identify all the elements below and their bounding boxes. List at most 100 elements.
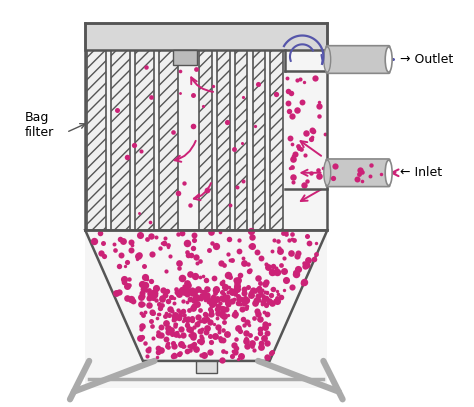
Point xyxy=(178,288,185,294)
Point xyxy=(295,145,303,152)
Point xyxy=(149,310,157,316)
Point xyxy=(281,254,288,261)
Point xyxy=(220,291,228,297)
Point xyxy=(235,325,242,332)
Point xyxy=(301,279,308,285)
Point xyxy=(219,296,227,303)
Point xyxy=(143,353,151,359)
Point xyxy=(310,256,318,263)
Point xyxy=(283,277,290,284)
Text: → Outlet: → Outlet xyxy=(400,53,454,66)
Point xyxy=(185,289,193,295)
Point xyxy=(197,296,205,302)
Point xyxy=(164,324,171,331)
Point xyxy=(293,106,301,113)
Point xyxy=(206,333,213,339)
Point xyxy=(158,240,165,247)
Point xyxy=(218,260,225,266)
Point xyxy=(259,293,266,300)
Point xyxy=(125,282,133,289)
Point xyxy=(138,302,146,308)
Point xyxy=(308,136,315,142)
Point xyxy=(251,298,258,304)
Point xyxy=(238,306,246,313)
Point xyxy=(207,296,214,303)
Point xyxy=(214,303,222,310)
Point xyxy=(183,291,191,297)
Point xyxy=(243,337,250,344)
Bar xyxy=(217,50,229,230)
Point xyxy=(315,112,323,119)
Point xyxy=(248,288,256,294)
Point xyxy=(237,352,245,359)
Point xyxy=(202,285,210,291)
Point xyxy=(300,280,307,286)
Point xyxy=(305,239,312,246)
Point xyxy=(253,299,261,305)
Point xyxy=(290,179,297,186)
Point xyxy=(192,346,200,352)
Point xyxy=(294,143,302,149)
Point xyxy=(358,169,366,175)
Point xyxy=(177,341,185,348)
Point xyxy=(154,311,161,318)
Point xyxy=(147,278,155,284)
Point xyxy=(97,249,104,256)
Point xyxy=(110,241,118,247)
Point xyxy=(228,289,236,295)
Point xyxy=(212,287,219,293)
Point xyxy=(192,293,200,300)
Point xyxy=(183,248,191,255)
Point xyxy=(189,290,196,297)
Point xyxy=(207,308,214,314)
Point xyxy=(218,294,226,301)
Point xyxy=(286,164,293,171)
Point xyxy=(137,300,145,307)
Point xyxy=(170,352,177,358)
Point xyxy=(182,286,190,293)
Point xyxy=(189,334,196,340)
Point xyxy=(179,298,186,304)
Point xyxy=(242,297,249,303)
Point xyxy=(200,351,208,358)
Point xyxy=(220,313,228,319)
Bar xyxy=(199,50,212,230)
Point xyxy=(283,75,291,81)
Point xyxy=(188,328,195,335)
Point xyxy=(145,345,153,351)
Point xyxy=(192,294,200,301)
Point xyxy=(250,315,258,322)
Point xyxy=(160,240,167,246)
Point xyxy=(212,290,219,297)
Point xyxy=(213,286,220,293)
Point xyxy=(293,253,301,260)
Point xyxy=(262,279,270,285)
Point xyxy=(267,291,274,298)
Point xyxy=(199,326,206,332)
Point xyxy=(168,330,176,337)
Point xyxy=(226,274,234,280)
Point xyxy=(201,317,208,324)
Point xyxy=(188,333,195,339)
Point xyxy=(213,315,220,321)
Point xyxy=(213,296,221,302)
Point xyxy=(197,352,204,359)
Point xyxy=(258,300,266,307)
Point xyxy=(169,352,177,359)
Point xyxy=(192,254,200,260)
Point xyxy=(235,247,242,254)
Point xyxy=(230,342,237,349)
Point xyxy=(358,178,365,184)
Point xyxy=(284,99,292,106)
Point xyxy=(190,245,197,252)
Point xyxy=(171,343,178,349)
Point xyxy=(256,315,264,322)
Point xyxy=(200,273,207,280)
Point xyxy=(216,327,223,333)
Point xyxy=(219,306,227,313)
Point xyxy=(217,310,225,316)
Point xyxy=(135,209,142,216)
Point xyxy=(141,309,149,316)
Ellipse shape xyxy=(324,160,331,186)
Point xyxy=(201,293,208,299)
